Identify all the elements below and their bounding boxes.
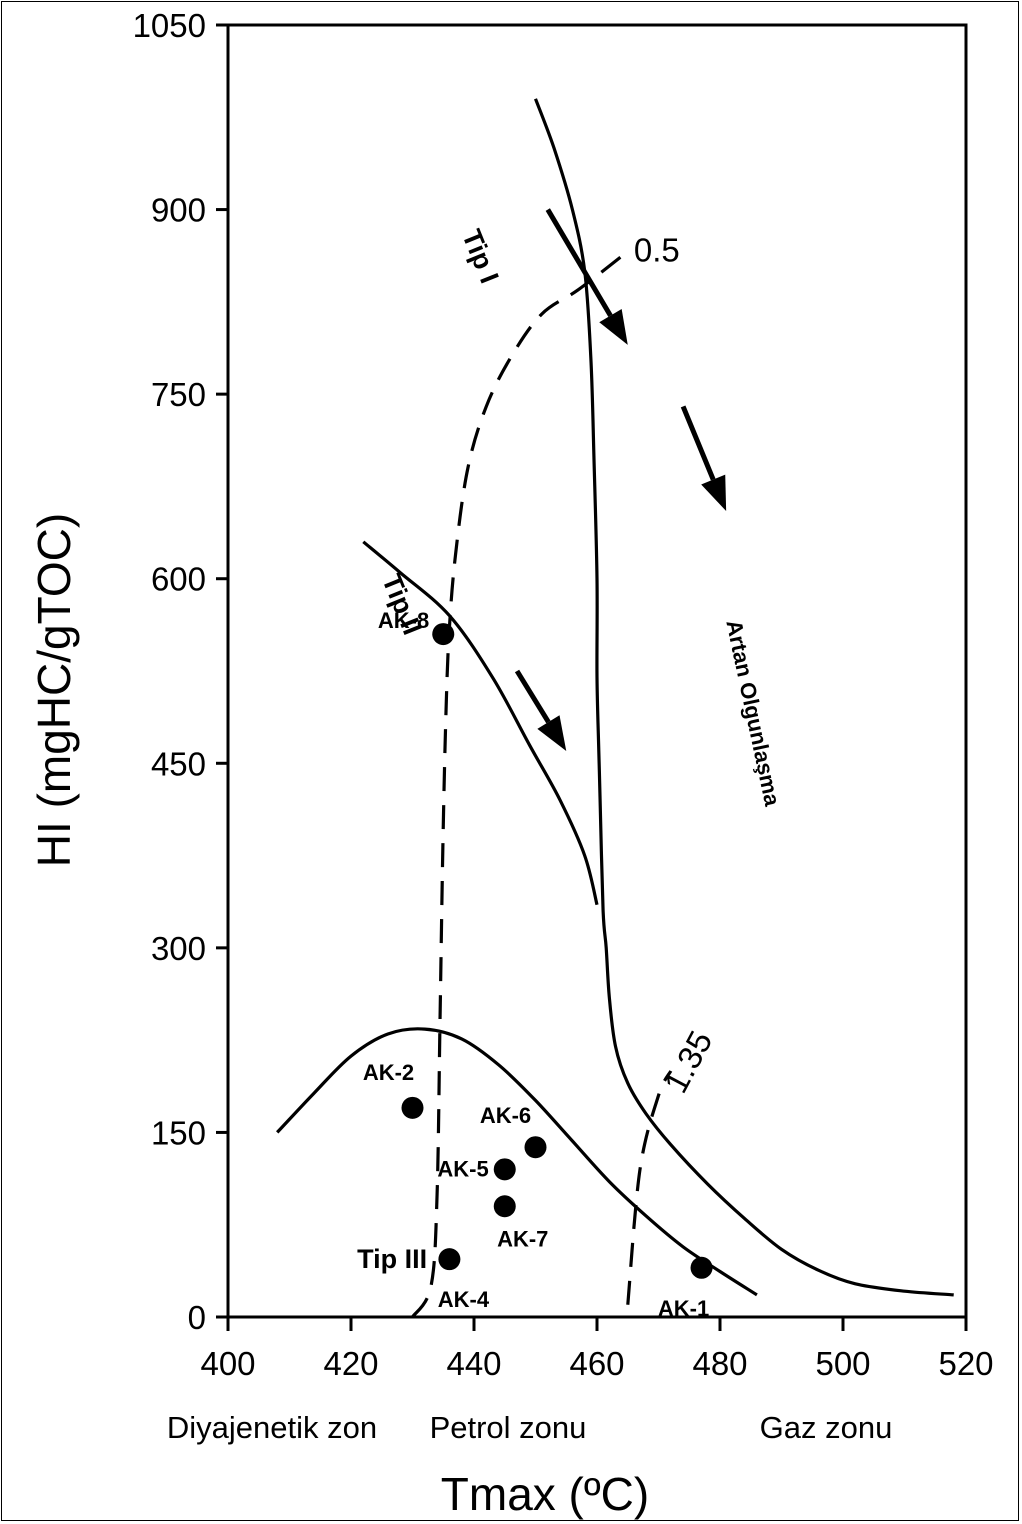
y-tick-label: 1050 [133,7,206,44]
sample-point-ak-7 [493,1195,516,1218]
maturity-arrow [514,669,567,751]
sample-point-ak-6 [524,1136,547,1159]
curve-tip-iii [276,1027,758,1297]
ro-0-5-label: 0.5 [634,231,680,268]
x-tick-label: 460 [569,1345,624,1382]
sample-label-ak-1: AK-1 [658,1296,709,1321]
y-tick-label: 600 [151,561,206,598]
sample-label-ak-4: AK-4 [438,1287,490,1312]
zone-label-oil: Petrol zonu [430,1410,587,1445]
sample-point-ak-8 [432,623,455,646]
y-tick-label: 900 [151,192,206,229]
y-tick-label: 150 [151,1114,206,1151]
sample-label-ak-2: AK-2 [363,1060,414,1085]
x-tick-label: 440 [446,1345,501,1382]
maturity-arrow [680,405,727,512]
sample-label-ak-8: AK-8 [378,608,429,633]
y-tick-label: 750 [151,376,206,413]
sample-label-ak-7: AK-7 [497,1226,548,1251]
curve-tip-i [534,98,954,1297]
x-tick-label: 520 [938,1345,993,1382]
y-tick-label: 0 [188,1299,206,1336]
y-axis-label: HI (mgHC/gTOC) [28,513,80,867]
maturity-arrow [545,208,628,345]
curve-1-35 [626,1070,673,1305]
ro-1-35-label: 1.35 [657,1025,720,1099]
zone-label-diagenetic: Diyajenetik zon [167,1410,377,1445]
x-tick-label: 500 [815,1345,870,1382]
zone-label-gas: Gaz zonu [760,1410,893,1445]
sample-point-ak-2 [401,1096,424,1119]
sample-point-ak-5 [493,1158,516,1181]
x-tick-label: 420 [323,1345,378,1382]
increasing-maturity-label: Artan Olgunlaşma [721,618,785,809]
tip-iii-label: Tip III [357,1244,427,1274]
x-tick-label: 480 [692,1345,747,1382]
sample-label-ak-5: AK-5 [437,1156,488,1181]
y-tick-label: 300 [151,930,206,967]
tip-i-label: Tip I [456,225,504,287]
curve-tip-ii [362,540,599,906]
sample-point-ak-4 [438,1248,461,1271]
x-tick-label: 400 [200,1345,255,1382]
x-axis-label: Tmax (ºC) [441,1468,649,1520]
y-tick-label: 450 [151,745,206,782]
sample-point-ak-1 [690,1256,713,1279]
sample-label-ak-6: AK-6 [480,1103,531,1128]
curve-0-5 [411,255,623,1318]
